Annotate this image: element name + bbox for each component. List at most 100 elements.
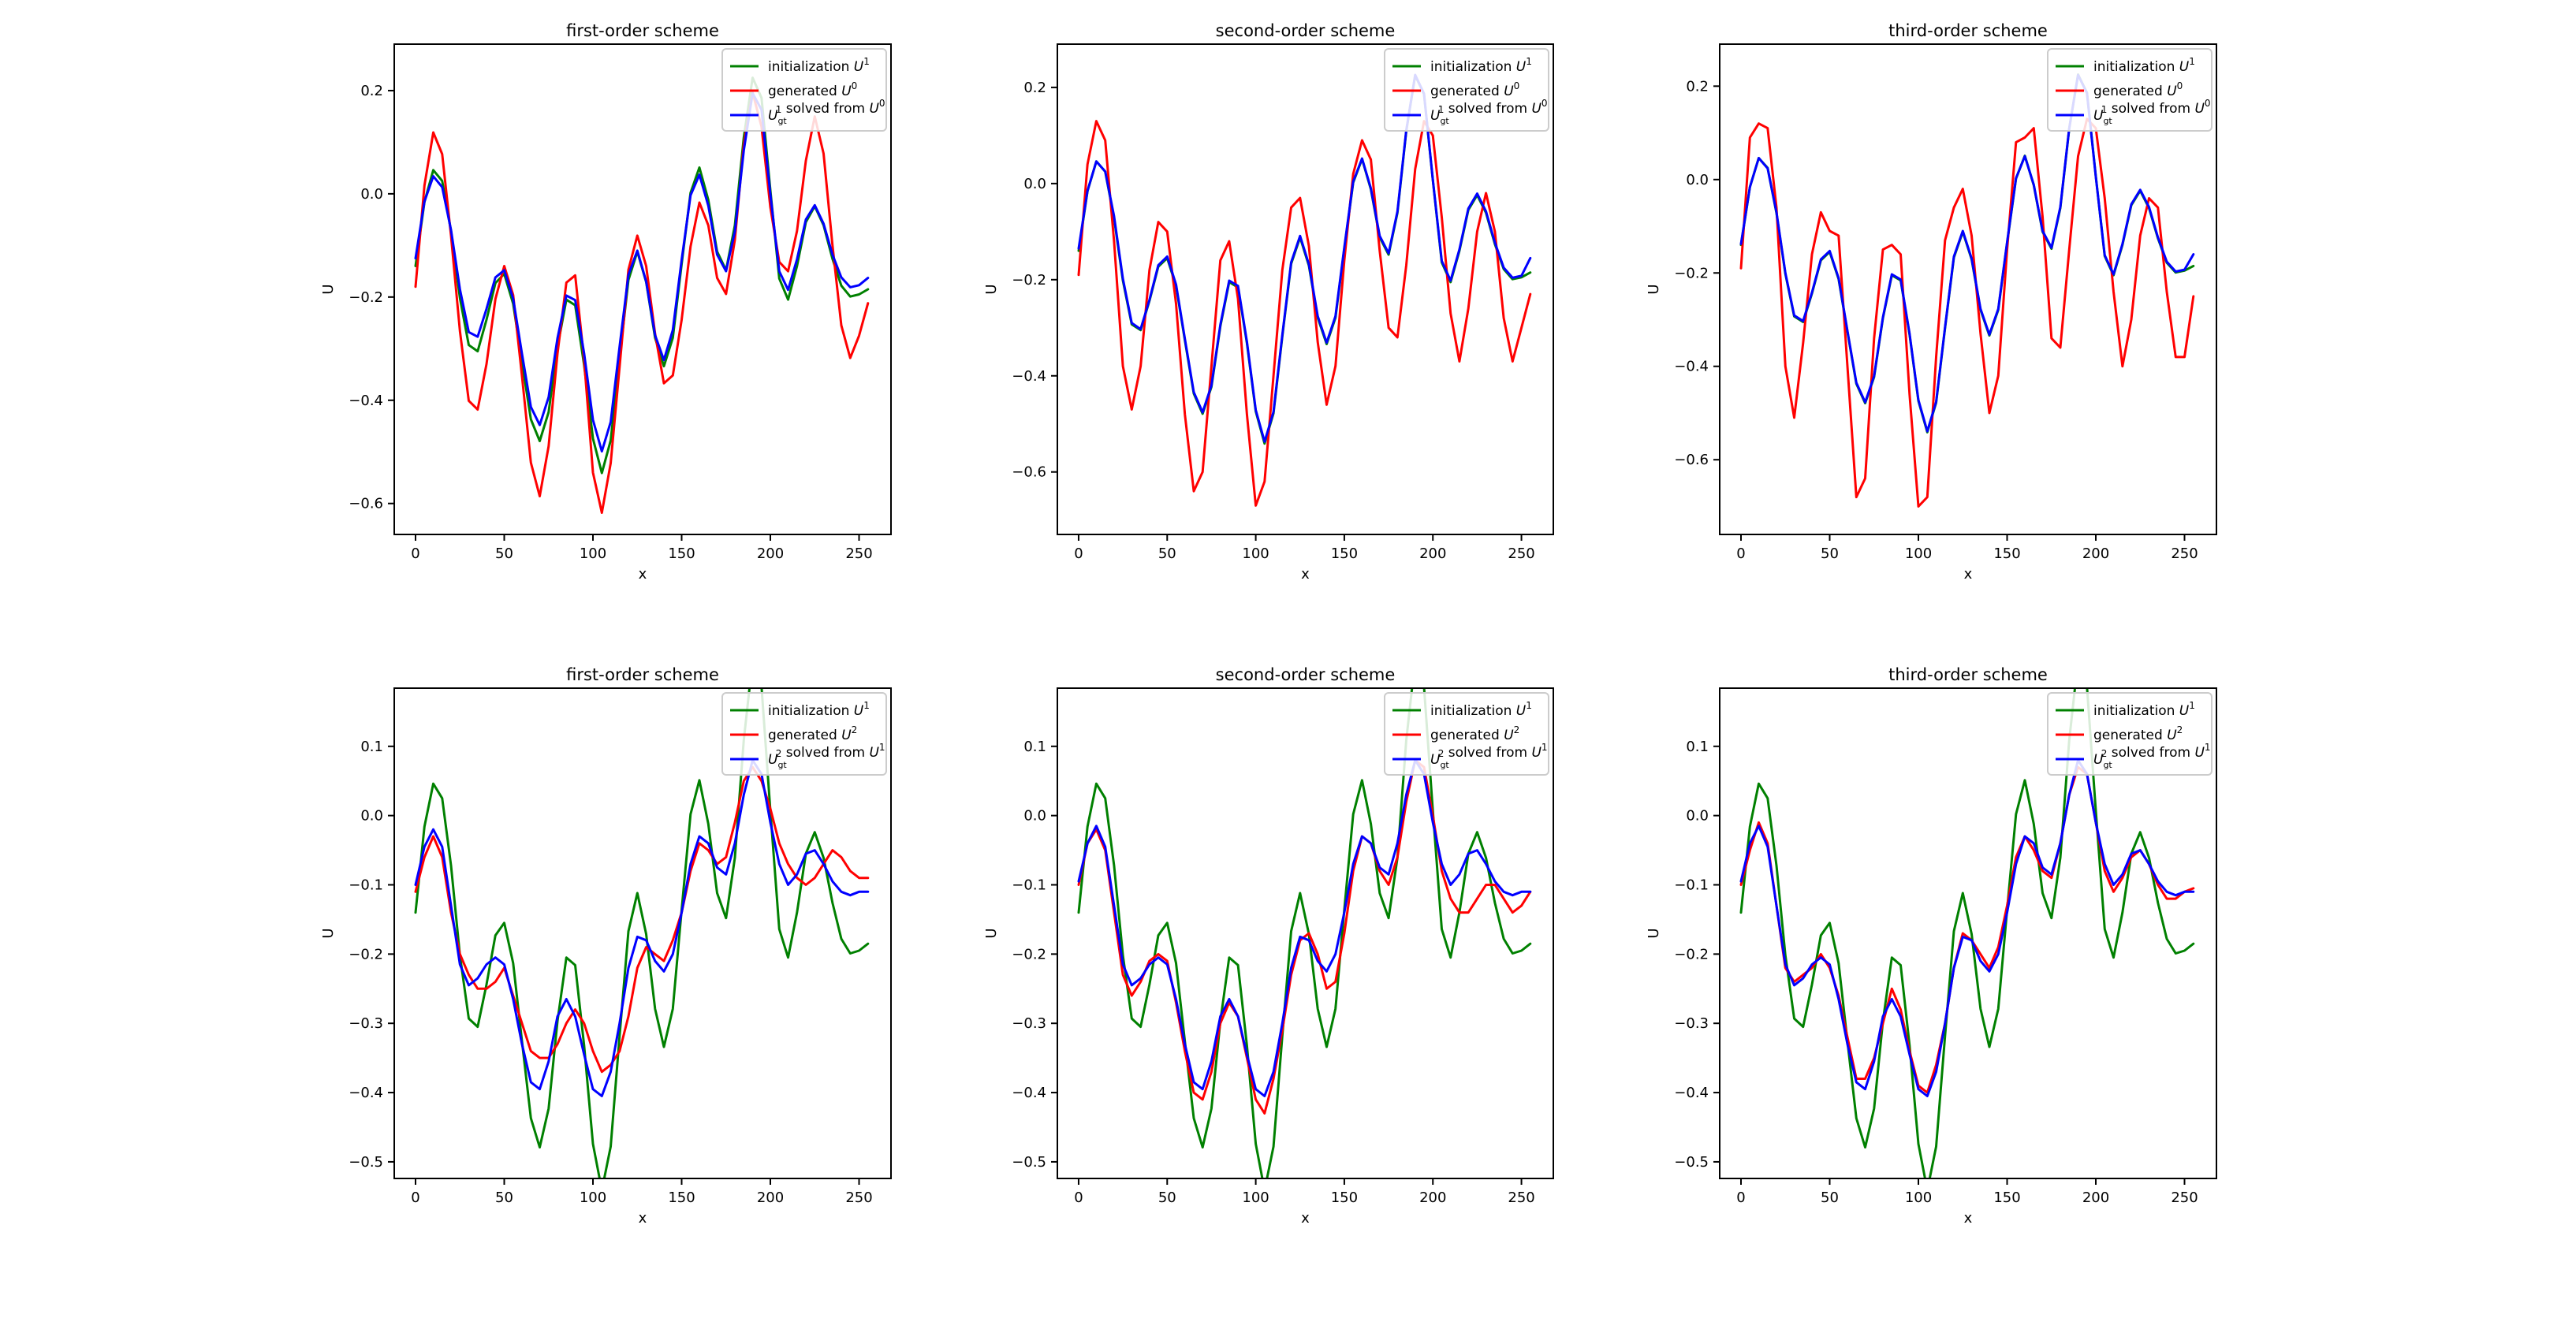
y-tick-label: 0.1 <box>1686 739 1709 755</box>
x-axis-label: x <box>639 566 647 583</box>
legend-label: Ugt2 solved from U1 <box>768 742 885 770</box>
x-tick-label: 50 <box>1158 1189 1176 1206</box>
legend-label: initialization U1 <box>1430 700 1532 719</box>
series-line-3 <box>1077 73 1532 443</box>
y-tick-label: −0.4 <box>349 393 383 409</box>
legend-box <box>1384 692 1549 776</box>
y-tick-label: −0.6 <box>349 496 383 512</box>
y-axis-label: U <box>1646 928 1662 938</box>
legend-label: generated U2 <box>768 724 857 743</box>
series-line-2 <box>414 91 870 514</box>
y-tick-label: −0.4 <box>349 1085 383 1101</box>
y-tick-label: −0.3 <box>1012 1015 1046 1032</box>
y-tick-label: 0.0 <box>1686 808 1709 825</box>
x-tick-label: 200 <box>757 545 784 562</box>
y-tick-label: −0.2 <box>349 289 383 306</box>
x-tick-label: 200 <box>1419 545 1446 562</box>
legend-box <box>721 692 887 776</box>
legend-label: generated U0 <box>1430 80 1519 99</box>
y-tick-label: −0.6 <box>1674 452 1709 468</box>
x-tick-label: 0 <box>1736 545 1745 562</box>
y-tick-label: 0.0 <box>360 186 383 203</box>
x-tick-label: 100 <box>1242 545 1269 562</box>
y-tick-label: −0.5 <box>1012 1154 1046 1171</box>
axes-frame <box>393 687 892 1179</box>
y-tick-label: 0.2 <box>1686 78 1709 95</box>
y-tick-label: −0.4 <box>1674 359 1709 375</box>
y-tick-label: 0.0 <box>1023 176 1046 192</box>
y-tick-label: −0.1 <box>1012 877 1046 894</box>
series-line-2 <box>1739 117 2195 508</box>
legend-label: initialization U1 <box>2093 56 2195 75</box>
x-tick-label: 50 <box>1821 1189 1839 1206</box>
chart-title: third-order scheme <box>1888 665 2048 684</box>
series-line-3 <box>1739 73 2195 433</box>
series-line-2 <box>1739 765 2195 1094</box>
y-tick-label: −0.2 <box>1012 946 1046 962</box>
x-tick-label: 0 <box>1736 1189 1745 1206</box>
legend-label: initialization U1 <box>768 56 870 75</box>
legend-label: Ugt1 solved from U0 <box>1430 98 1548 126</box>
legend-label: generated U0 <box>2093 80 2183 99</box>
x-tick-label: 50 <box>1821 545 1839 562</box>
y-axis-label: U <box>983 928 1000 938</box>
legend-label: initialization U1 <box>2093 700 2195 719</box>
x-tick-label: 150 <box>1331 545 1358 562</box>
x-tick-label: 250 <box>845 1189 872 1206</box>
subplot-5: 0 50 100 150 200 250 −0.5 −0.4 −0.3 −0.2 −0.1 0.0 0.… <box>983 665 1554 1227</box>
x-tick-label: 150 <box>668 545 695 562</box>
series-line-3 <box>1077 758 1532 1097</box>
axes-frame <box>1719 43 2217 535</box>
subplot-2: 0 50 100 150 200 250 −0.6 −0.4 −0.2 0.0 0.2 second-… <box>983 21 1554 583</box>
x-tick-label: 200 <box>757 1189 784 1206</box>
y-tick-label: 0.1 <box>1023 739 1046 755</box>
plot-area <box>414 688 870 1178</box>
plot-area <box>1077 73 1532 507</box>
plot-area <box>1077 688 1532 1178</box>
chart-title: first-order scheme <box>566 665 719 684</box>
legend-box <box>1384 48 1549 132</box>
series-line-3 <box>414 758 870 1097</box>
x-tick-label: 50 <box>1158 545 1176 562</box>
plot-area <box>1739 73 2195 508</box>
x-tick-label: 100 <box>1905 545 1932 562</box>
y-tick-label: −0.6 <box>1012 464 1046 481</box>
x-axis-label: x <box>1301 566 1310 583</box>
legend-label: Ugt2 solved from U1 <box>2093 742 2211 770</box>
y-tick-label: 0.0 <box>360 808 383 825</box>
legend-label: Ugt1 solved from U0 <box>768 98 885 126</box>
y-tick-label: −0.3 <box>1674 1015 1709 1032</box>
x-tick-label: 100 <box>580 1189 606 1206</box>
legend-box <box>2047 48 2213 132</box>
legend-label: Ugt2 solved from U1 <box>1430 742 1548 770</box>
series-line-2 <box>1077 758 1532 1115</box>
y-tick-label: 0.0 <box>1686 172 1709 188</box>
x-tick-label: 100 <box>1905 1189 1932 1206</box>
axes-frame <box>1057 43 1554 535</box>
x-axis-label: x <box>1301 1210 1310 1227</box>
x-tick-label: 200 <box>1419 1189 1446 1206</box>
y-tick-label: −0.5 <box>349 1154 383 1171</box>
x-tick-label: 250 <box>2171 1189 2198 1206</box>
y-tick-label: −0.5 <box>1674 1154 1709 1171</box>
x-tick-label: 200 <box>2082 545 2109 562</box>
y-axis-label: U <box>320 928 337 938</box>
x-tick-label: 200 <box>2082 1189 2109 1206</box>
legend-label: generated U0 <box>768 80 857 99</box>
y-tick-label: −0.2 <box>349 946 383 962</box>
y-axis-label: U <box>1646 284 1662 294</box>
x-tick-label: 0 <box>411 1189 419 1206</box>
y-tick-label: −0.2 <box>1674 265 1709 281</box>
legend-box <box>721 48 887 132</box>
y-axis-label: U <box>983 284 1000 294</box>
chart-title: second-order scheme <box>1216 665 1396 684</box>
x-tick-label: 250 <box>845 545 872 562</box>
y-tick-label: −0.4 <box>1012 1085 1046 1101</box>
x-tick-label: 0 <box>1074 545 1083 562</box>
legend-label: initialization U1 <box>1430 56 1532 75</box>
